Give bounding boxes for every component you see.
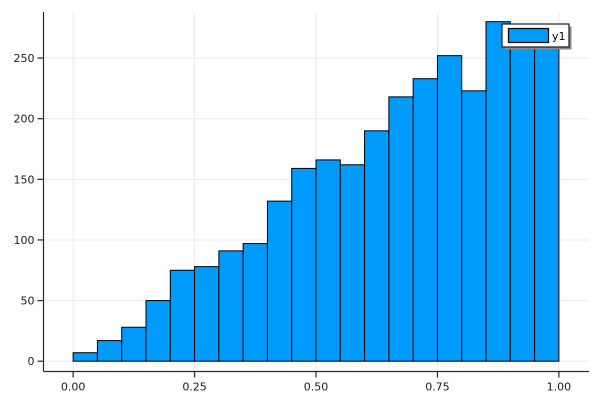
histogram-bar — [339, 164, 366, 362]
histogram-bar — [96, 340, 123, 362]
x-axis-tick-label: 1.00 — [547, 381, 572, 394]
histogram-bar — [436, 55, 463, 362]
histogram-bar — [388, 96, 414, 362]
y-axis-tick-label: 250 — [14, 52, 35, 65]
legend: y1 — [501, 23, 572, 50]
y-axis-tick-label: 100 — [14, 234, 35, 247]
x-axis-tick-label: 0.75 — [425, 381, 450, 394]
histogram-bar — [242, 243, 268, 362]
histogram-bar — [72, 352, 98, 362]
x-axis-tick-label: 0.00 — [61, 381, 86, 394]
tick-labels: 0 50 100 150 200 250 0.00 0.25 0.50 0.75 1.00 — [14, 52, 572, 393]
x-axis-tick-label: 0.50 — [304, 381, 329, 394]
histogram-bar — [291, 167, 317, 362]
histogram-bar — [121, 326, 147, 362]
histogram-bar — [485, 21, 511, 362]
histogram-bar — [194, 266, 220, 362]
histogram-bar — [412, 78, 438, 362]
histogram-bar — [364, 130, 390, 362]
histogram-bar — [509, 38, 536, 362]
y-axis-tick-label: 150 — [14, 173, 35, 186]
histogram-bar — [461, 90, 487, 362]
y-axis-tick-label: 200 — [14, 113, 35, 126]
histogram-bar — [145, 300, 171, 362]
histogram-bar — [315, 159, 341, 362]
legend-series-label: y1 — [552, 30, 566, 43]
y-axis-tick-label: 50 — [21, 295, 35, 308]
y-axis-tick-label: 0 — [28, 355, 35, 368]
histogram-bar — [534, 33, 560, 362]
x-axis-tick-label: 0.25 — [182, 381, 207, 394]
histogram-bar — [218, 250, 244, 362]
legend-series-swatch — [507, 27, 550, 44]
histogram-bar — [169, 269, 196, 362]
axes — [37, 12, 589, 378]
histogram-bars — [72, 21, 560, 362]
histogram-bar — [266, 200, 293, 362]
